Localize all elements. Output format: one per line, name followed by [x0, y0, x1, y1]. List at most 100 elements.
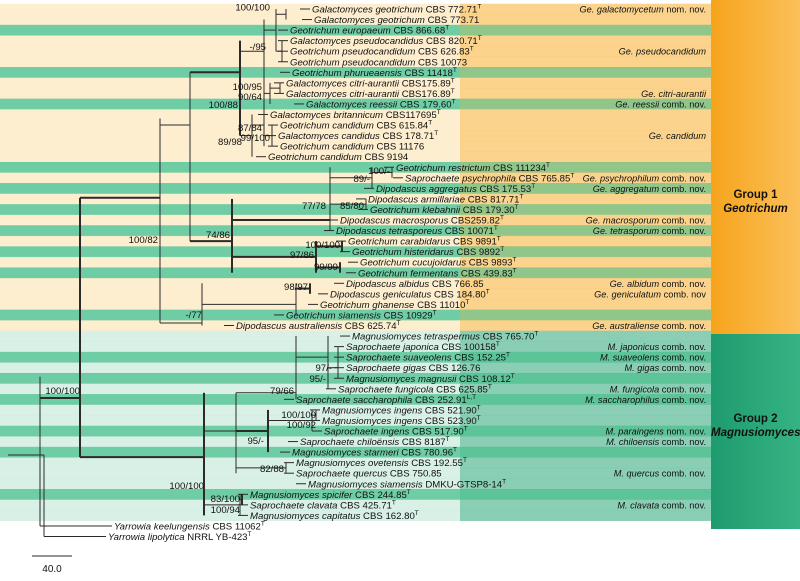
row-band [0, 56, 711, 68]
taxon-label: Geotrichum candidum CBS 615.84T [280, 120, 432, 132]
taxon-label: Galactomyces britannicum CBS117695T [270, 109, 441, 121]
taxon-note: M. quercus comb. nov. [614, 469, 706, 479]
row-band [0, 214, 711, 226]
row-band-right [460, 267, 711, 279]
row-band [0, 436, 711, 448]
row-band [0, 204, 711, 216]
row-band-right [460, 446, 711, 458]
taxon-note: Ge. macrosporum comb. nov. [586, 216, 706, 226]
taxon-label: Geotrichum histeridarus CBS 9892T [352, 246, 504, 258]
row-band [0, 161, 711, 173]
taxon-note: M. fungicola comb. nov. [610, 384, 706, 394]
row-band [0, 330, 711, 342]
support-value: 99/100 [241, 133, 270, 144]
taxon-label: Dipodascus australiensis CBS 625.74T [236, 320, 401, 332]
taxon-label: Galactomyces candidus CBS 178.71T [278, 130, 438, 142]
taxon-note: Ge. reessii comb. nov. [615, 99, 706, 109]
row-band [0, 510, 711, 521]
row-band-right [460, 98, 711, 110]
support-value: 100/88 [209, 100, 238, 111]
row-band [0, 225, 711, 237]
taxon-note: Ge. tetrasporum comb. nov. [593, 226, 706, 236]
row-band [0, 14, 711, 26]
taxon-label: Dipodascus albidus CBS 766.85 [346, 279, 484, 290]
group2-title: Group 2 [733, 413, 778, 425]
taxon-note: Ge. psychrophilum comb. nov. [583, 173, 706, 183]
row-band-right [460, 130, 711, 142]
taxon-label: Geotrichum siamensis CBS 10929T [286, 309, 437, 321]
taxon-label: Galactomyces pseudocandidus CBS 820.71T [290, 35, 482, 47]
row-band [0, 404, 711, 416]
row-band [0, 457, 711, 469]
row-band [0, 235, 711, 247]
row-band-right [460, 457, 711, 469]
row-band [0, 24, 711, 36]
taxon-note: Ge. candidum [649, 131, 707, 141]
row-band [0, 415, 711, 427]
row-band-right [460, 193, 711, 205]
group2-genus: Magnusiomyces [711, 427, 800, 439]
row-band [0, 278, 711, 289]
row-band [0, 489, 711, 500]
row-band-right [460, 35, 711, 47]
taxon-label: Yarrowia keelungensis CBS 11062T [114, 520, 265, 532]
taxon-label: Geotrichum candidum CBS 11176 [280, 142, 424, 153]
row-band [0, 499, 711, 511]
taxon-note: M. chiloensis comb. nov. [606, 437, 706, 447]
row-band [0, 183, 711, 194]
support-value: 95/- [247, 436, 264, 447]
row-band [0, 140, 711, 152]
row-band-right [460, 172, 711, 184]
row-band [0, 130, 711, 142]
taxon-label: Saprochaete gigas CBS 126.76 [346, 363, 480, 374]
row-band-right [460, 362, 711, 374]
taxon-label: Dipodascus macrosporus CBS259.82T [340, 215, 504, 227]
row-band-right [460, 309, 711, 321]
row-band-right [460, 119, 711, 131]
taxon-label: Magnusiomyces ovetensis CBS 192.55T [296, 457, 467, 469]
taxon-label: Magnusiomyces siamensis DMKU-GTSP8-14T [308, 478, 506, 490]
row-band-right [460, 161, 711, 173]
support-value: 90/64 [238, 92, 263, 103]
row-band [0, 35, 711, 47]
taxon-note: Ge. aggregatum comb. nov. [593, 184, 706, 194]
support-value: 97/86 [290, 250, 314, 261]
row-band [0, 109, 711, 121]
taxon-note: M. suaveolens comb. nov. [600, 353, 706, 363]
taxon-note: Ge. albidum comb. nov. [610, 279, 706, 289]
row-band-right [460, 351, 711, 363]
taxon-label: Magnusiomyces ingens CBS 521.90T [322, 404, 481, 416]
taxon-label: Geotrichum carabidarus CBS 9891T [348, 236, 501, 248]
row-band-right [460, 225, 711, 237]
support-value: 100/92 [287, 420, 316, 431]
taxon-label: Dipodascus tetrasporeus CBS 10071T [336, 225, 498, 237]
group1-label: Group 1 Geotrichum [711, 188, 800, 216]
row-band [0, 372, 711, 384]
support-value: -/77 [185, 310, 202, 321]
taxon-label: Geotrichum europaeum CBS 866.68T [290, 25, 449, 37]
row-band-right [460, 288, 711, 300]
taxon-note: M. clavata comb. nov. [617, 500, 706, 510]
row-band-right [460, 415, 711, 427]
taxon-label: Magnusiomyces magnusii CBS 108.12T [346, 373, 515, 385]
taxon-label: Saprochaete japonica CBS 100158T [346, 341, 500, 353]
taxon-label: Dipodascus geniculatus CBS 184.80T [330, 288, 490, 300]
row-band-right [460, 299, 711, 310]
row-band-right [460, 510, 711, 521]
taxon-label: Geotrichum fermentans CBS 439.83T [358, 267, 517, 279]
support-value: 85/80 [340, 201, 364, 212]
taxon-label: Saprochaete fungicola CBS 625.85T [338, 383, 492, 395]
support-value: -/95 [249, 42, 266, 53]
group2-label: Group 2 Magnusiomyces [711, 412, 800, 440]
row-band [0, 77, 711, 89]
row-band-right [460, 425, 711, 437]
row-band-right [460, 404, 711, 416]
row-band-right [460, 246, 711, 258]
row-band [0, 320, 711, 332]
row-band-right [460, 278, 711, 289]
row-band [0, 119, 711, 131]
support-value: 100/100 [169, 481, 204, 492]
row-band-right [460, 24, 711, 36]
row-band-right [460, 489, 711, 500]
